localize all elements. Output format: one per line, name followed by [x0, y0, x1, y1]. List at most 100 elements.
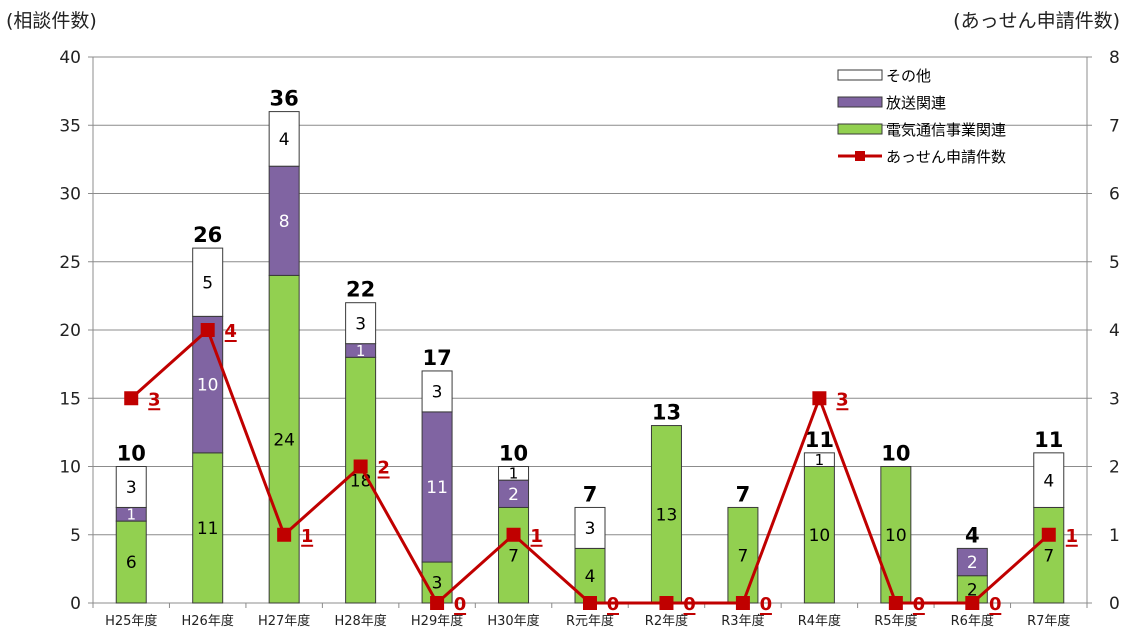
x-tick-label: H28年度 — [334, 613, 386, 629]
bar-value-label: 7 — [1043, 546, 1054, 566]
bar-value-label: 4 — [279, 130, 290, 150]
legend-label: 電気通信事業関連 — [886, 121, 1006, 139]
bar-value-label: 3 — [355, 314, 366, 334]
bar-value-label: 3 — [432, 574, 443, 594]
bar-value-label: 10 — [197, 376, 219, 396]
line-value-label: 4 — [224, 321, 237, 342]
y-tick-label: 35 — [59, 116, 81, 136]
line-point-marker — [1041, 527, 1056, 542]
line-value-label: 0 — [683, 594, 696, 615]
bar-value-label: 5 — [202, 273, 213, 293]
bar-value-label: 1 — [815, 451, 825, 469]
bar-segment — [498, 479, 530, 508]
bar-total-label: 10 — [117, 442, 146, 466]
bar-segment — [727, 506, 759, 604]
x-tick-label: H29年度 — [411, 613, 463, 629]
bar-total-label: 10 — [881, 442, 910, 466]
line-value-label: 3 — [836, 389, 849, 410]
bar-value-label: 4 — [585, 567, 596, 587]
y2-tick-label: 5 — [1109, 253, 1120, 273]
bar-segment — [1033, 506, 1065, 604]
line-value-label: 1 — [301, 526, 314, 547]
bar-segment — [803, 466, 835, 604]
y-tick-label: 40 — [59, 48, 81, 68]
x-tick-label: R4年度 — [798, 613, 841, 629]
left-axis-title: (相談件数) — [6, 10, 97, 32]
bar-total-label: 11 — [805, 428, 834, 452]
bar-value-label: 8 — [279, 212, 290, 232]
bar-segment — [1033, 452, 1065, 508]
line-point-marker — [124, 391, 139, 406]
bar-segment — [421, 370, 453, 413]
line-point-marker — [200, 323, 215, 337]
x-tick-label: R5年度 — [874, 613, 917, 629]
line-value-label: 0 — [760, 594, 773, 615]
line-value-label: 1 — [1066, 526, 1079, 547]
legend-swatch-marker — [855, 151, 865, 161]
line-value-label: 1 — [530, 526, 543, 547]
y2-tick-label: 3 — [1109, 389, 1120, 409]
y-tick-label: 20 — [59, 321, 81, 341]
bar-value-label: 3 — [585, 519, 596, 539]
legend-swatch — [837, 123, 883, 135]
bar-value-label: 11 — [426, 478, 448, 498]
bar-value-label: 1 — [126, 506, 136, 524]
bar-segment — [345, 356, 377, 604]
bar-value-label: 2 — [967, 553, 978, 573]
bar-value-label: 10 — [809, 526, 831, 546]
x-tick-label: R6年度 — [951, 613, 994, 629]
y2-tick-label: 0 — [1109, 594, 1120, 614]
bar-value-label: 13 — [656, 505, 678, 525]
bar-value-label: 3 — [126, 478, 137, 498]
y-tick-label: 0 — [70, 594, 81, 614]
legend-label: その他 — [886, 67, 931, 85]
x-tick-label: R元年度 — [566, 613, 614, 629]
y2-tick-label: 1 — [1109, 526, 1120, 546]
y2-tick-label: 8 — [1109, 48, 1120, 68]
bar-total-label: 17 — [422, 346, 451, 370]
bar-total-label: 13 — [652, 401, 681, 425]
bar-value-label: 2 — [967, 580, 978, 600]
line-value-label: 0 — [913, 594, 926, 615]
bar-segment — [345, 302, 377, 345]
bar-value-label: 6 — [126, 553, 137, 573]
x-tick-label: H30年度 — [487, 613, 539, 629]
bar-total-label: 11 — [1034, 428, 1063, 452]
y2-tick-label: 7 — [1109, 116, 1120, 136]
bar-value-label: 1 — [509, 465, 519, 483]
legend-swatch — [837, 96, 883, 108]
y2-tick-label: 6 — [1109, 185, 1120, 205]
line-point-marker — [506, 527, 521, 542]
y-tick-label: 15 — [59, 389, 81, 409]
right-axis-title: (あっせん申請件数) — [953, 10, 1120, 32]
bar-total-label: 36 — [270, 87, 299, 111]
bar-total-label: 26 — [193, 223, 222, 247]
bar-segment — [498, 466, 530, 481]
line-value-label: 0 — [454, 594, 467, 615]
legend-label: 放送関連 — [886, 94, 946, 112]
y-tick-label: 10 — [59, 458, 81, 478]
line-point-marker — [430, 596, 445, 610]
line-point-marker — [812, 391, 827, 406]
x-tick-label: H25年度 — [105, 613, 157, 629]
line-point-marker — [888, 596, 903, 610]
line-value-label: 0 — [989, 594, 1002, 615]
bar-segment — [574, 506, 606, 549]
line-value-label: 2 — [377, 458, 390, 479]
y-tick-label: 25 — [59, 253, 81, 273]
line-point-marker — [965, 596, 980, 610]
bar-total-label: 22 — [346, 278, 375, 302]
bar-segment — [192, 247, 224, 317]
bar-total-label: 7 — [583, 482, 598, 506]
bar-segment — [192, 452, 224, 604]
bar-segment — [268, 111, 300, 167]
bar-total-label: 4 — [965, 523, 980, 547]
line-value-label: 3 — [148, 389, 161, 410]
line-point-marker — [659, 596, 674, 610]
x-tick-label: H27年度 — [258, 613, 310, 629]
legend-swatch — [837, 69, 883, 81]
bar-value-label: 4 — [1043, 471, 1054, 491]
bar-value-label: 10 — [885, 526, 907, 546]
